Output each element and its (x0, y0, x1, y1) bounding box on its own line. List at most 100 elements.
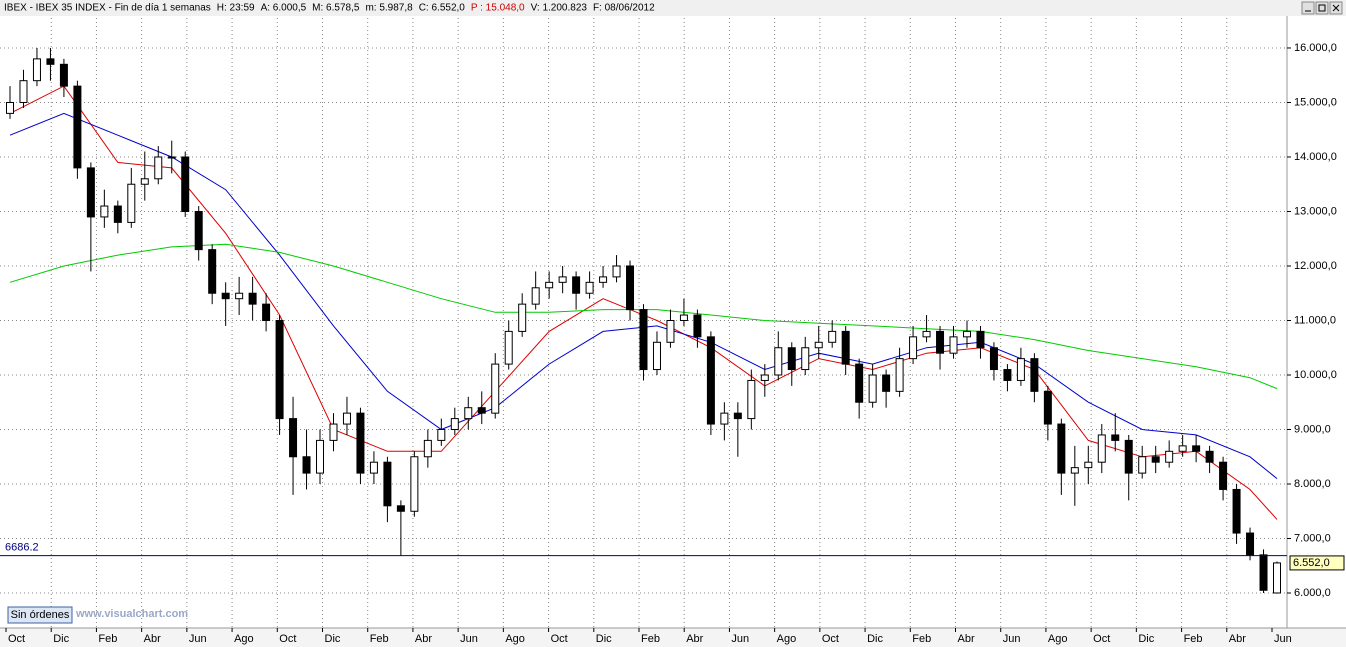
y-tick-label: 10.000,0 (1294, 369, 1337, 381)
y-tick-label: 9.000,0 (1294, 423, 1331, 435)
x-axis-bar (0, 628, 1346, 647)
candle-body (599, 276, 608, 283)
x-tick-label: Feb (912, 633, 931, 645)
candle-body (59, 63, 68, 87)
candle-body (1097, 434, 1106, 463)
icon (1332, 4, 1340, 12)
x-tick-label: Oct (551, 633, 568, 645)
candle-body (1192, 445, 1201, 452)
candle-body (787, 347, 796, 371)
orders-button-label[interactable]: Sin órdenes (11, 609, 70, 621)
watermark: www.visualchart.com (75, 608, 188, 620)
candle-body (383, 461, 392, 507)
candle-body (666, 319, 675, 343)
candle-body (464, 407, 473, 420)
candle-body (801, 347, 810, 371)
candle-body (720, 412, 729, 425)
candle-body (1246, 532, 1255, 556)
candle-body (154, 156, 163, 180)
x-tick-label: Jun (189, 633, 207, 645)
x-tick-label: Abr (144, 633, 161, 645)
candle-body (329, 423, 338, 441)
candle-body (275, 319, 284, 420)
candle-body (127, 183, 136, 223)
candle-body (747, 379, 756, 420)
x-tick-label: Abr (415, 633, 432, 645)
candle-body (1219, 461, 1228, 490)
candle-body (706, 336, 715, 425)
y-tick-label: 13.000,0 (1294, 205, 1337, 217)
y-tick-label: 12.000,0 (1294, 260, 1337, 272)
candle-body (235, 292, 244, 300)
candle-body (1111, 434, 1120, 441)
header-field: C: 6.552,0 (419, 3, 466, 14)
candle-body (1124, 439, 1133, 474)
x-tick-label: Ago (505, 633, 525, 645)
horizontal-line-label: 6686.2 (5, 542, 39, 554)
candle-body (585, 281, 594, 294)
candle-body (545, 281, 554, 289)
x-tick-label: Dic (1138, 633, 1154, 645)
candle-body (369, 461, 378, 474)
candle-body (733, 412, 742, 420)
candle-body (1030, 358, 1039, 392)
x-tick-label: Jun (1003, 633, 1021, 645)
candle-body (760, 374, 769, 381)
plot (6, 47, 1281, 594)
candle-body (396, 505, 405, 512)
candle-body (626, 265, 635, 311)
candle-body (86, 167, 95, 218)
candle-body (1003, 369, 1012, 381)
candle-body (1205, 450, 1214, 463)
candle-body (1016, 358, 1025, 381)
candle-body (841, 330, 850, 365)
candle-body (1151, 456, 1160, 463)
x-tick-label: Oct (822, 633, 839, 645)
candle-body (316, 439, 325, 474)
candle-body (1232, 488, 1241, 534)
x-tick-label: Ago (777, 633, 797, 645)
x-tick-label: Ago (1048, 633, 1068, 645)
maximize-button[interactable] (1315, 1, 1329, 15)
candle-body (6, 101, 14, 114)
x-tick-label: Dic (867, 633, 883, 645)
orders-button[interactable] (7, 606, 73, 624)
last-price-label: 6.552,0 (1293, 557, 1330, 569)
x-tick-label: Jun (731, 633, 749, 645)
candle-body (895, 358, 904, 392)
candle-body (410, 456, 419, 512)
candle-body (423, 439, 432, 458)
x-tick-label: Oct (8, 633, 25, 645)
candle-body (855, 363, 864, 403)
candle-body (1165, 450, 1174, 463)
candle-body (936, 330, 945, 354)
minimize-button[interactable] (1301, 1, 1315, 15)
x-tick-label: Ago (234, 633, 254, 645)
candle-body (1138, 456, 1147, 474)
candle-body (814, 341, 823, 349)
candle-body (1084, 461, 1093, 469)
x-tick-label: Oct (1093, 633, 1110, 645)
candle-body (248, 292, 257, 305)
x-tick-label: Jun (1274, 633, 1292, 645)
candle-body (302, 456, 311, 474)
header-field: M: 6.578,5 (312, 3, 360, 14)
candle-body (113, 205, 122, 223)
candle-body (342, 412, 351, 425)
x-tick-label: Abr (686, 633, 703, 645)
candle-body (558, 276, 567, 283)
y-tick-label: 14.000,0 (1294, 151, 1337, 163)
candle-body (868, 374, 877, 403)
candle-body (167, 156, 176, 159)
candle-body (774, 347, 783, 376)
candle-body (679, 314, 688, 321)
candle-body (693, 314, 702, 338)
candle-body (652, 341, 661, 371)
window-buttons[interactable] (1301, 1, 1343, 15)
candle-body (949, 336, 958, 354)
header-field: IBEX - IBEX 35 INDEX - Fin de día 1 sema… (4, 3, 211, 14)
candle-body (922, 330, 931, 338)
x-tick-label: Dic (325, 633, 341, 645)
candle-body (289, 418, 298, 458)
